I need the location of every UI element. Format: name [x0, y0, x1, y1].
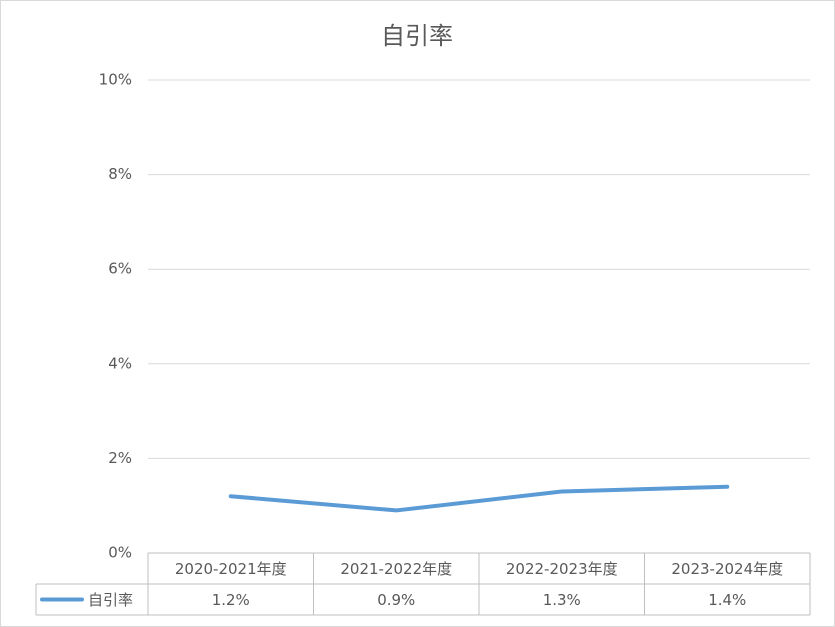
y-tick-label: 8% — [108, 165, 132, 183]
y-tick-label: 0% — [108, 544, 132, 562]
x-tick-label: 2020-2021年度 — [175, 560, 287, 578]
y-tick-label: 4% — [108, 354, 132, 372]
data-table-value: 1.3% — [543, 591, 581, 609]
chart-title: 自引率 — [381, 22, 453, 50]
x-tick-label: 2021-2022年度 — [340, 560, 452, 578]
legend-label: 自引率 — [88, 591, 133, 609]
series-line — [228, 484, 730, 513]
y-tick-label: 10% — [99, 71, 132, 89]
y-tick-label: 6% — [108, 260, 132, 278]
x-tick-label: 2022-2023年度 — [506, 560, 618, 578]
x-tick-label: 2023-2024年度 — [671, 560, 783, 578]
data-table-value: 1.2% — [212, 591, 250, 609]
data-table-value: 0.9% — [377, 591, 415, 609]
y-tick-label: 2% — [108, 449, 132, 467]
data-table-value: 1.4% — [708, 591, 746, 609]
